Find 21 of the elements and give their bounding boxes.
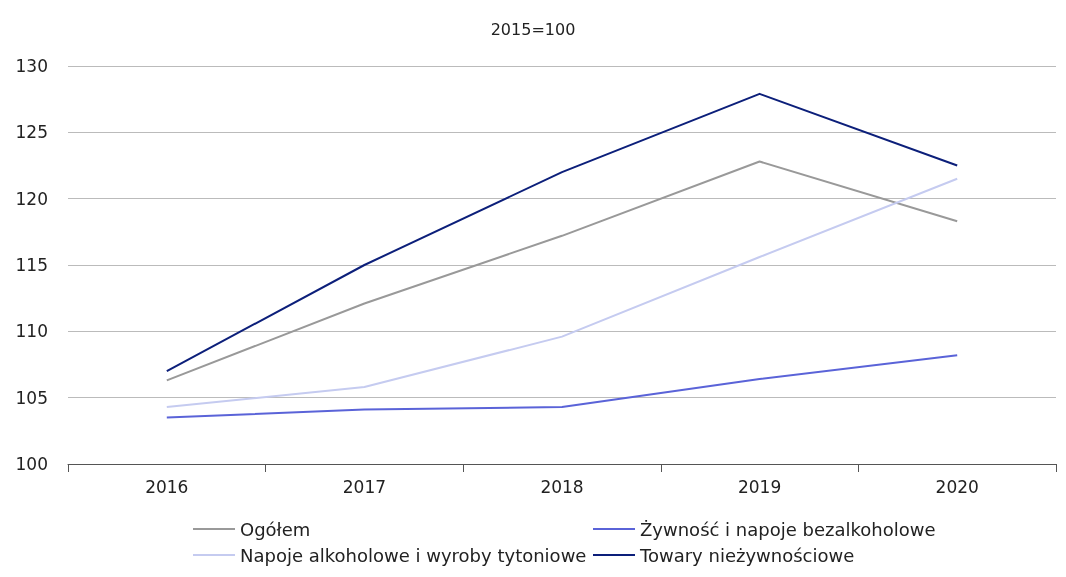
legend-label: Towary nieżywnościowe [639,544,855,566]
x-tick-label: 2017 [342,476,387,497]
line-series [165,177,959,408]
line-series [165,354,959,419]
legend-label: Ogółem [240,518,311,540]
line-series [165,160,959,382]
chart-title: 2015=100 [490,19,576,39]
x-tick-label: 2020 [935,476,979,497]
y-tick-label: 115 [15,255,48,275]
x-tick-label: 2018 [540,476,584,497]
y-tick-label: 130 [15,56,48,76]
line-series [165,92,959,373]
x-tick-label: 2019 [737,476,782,497]
y-tick-label: 105 [15,387,48,408]
y-tick-label: 110 [15,321,48,342]
legend-label: Żywność i napoje bezalkoholowe [640,518,936,540]
x-tick-label: 2016 [145,476,189,497]
legend-label: Napoje alkoholowe i wyroby tytoniowe [240,544,587,566]
y-tick-label: 100 [15,454,48,474]
y-tick-label: 120 [15,188,48,209]
y-tick-label: 125 [15,122,48,143]
